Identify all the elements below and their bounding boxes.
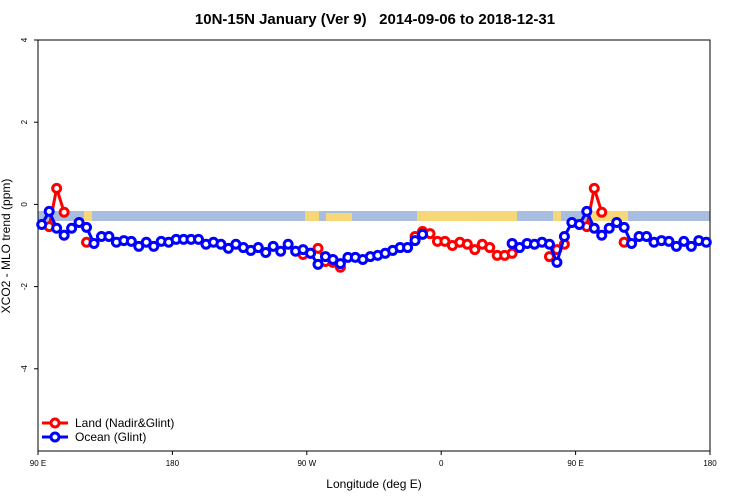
data-point [461, 238, 473, 250]
data-point [596, 206, 608, 218]
data-point [678, 235, 690, 247]
data-point [43, 205, 55, 217]
land-patch [326, 213, 352, 221]
data-point [588, 182, 600, 194]
x-tick-label: 0 [439, 459, 444, 468]
data-point [603, 222, 615, 234]
data-point [88, 237, 100, 249]
data-point [267, 240, 279, 252]
data-point [685, 240, 697, 252]
data-point [260, 246, 272, 258]
series [36, 205, 712, 270]
data-point [551, 256, 563, 268]
data-point [193, 233, 205, 245]
legend-marker [49, 431, 61, 443]
y-tick-label: 2 [20, 119, 29, 124]
x-tick-label: 90 W [297, 459, 316, 468]
x-axis-label: Longitude (deg E) [326, 477, 421, 491]
data-point [611, 216, 623, 228]
legend-label: Ocean (Glint) [75, 430, 146, 444]
data-point [275, 245, 287, 257]
land-patch [417, 211, 517, 221]
land-patch [590, 211, 628, 221]
chart-title: 10N-15N January (Ver 9) 2014-09-06 to 20… [195, 11, 555, 28]
data-point [626, 237, 638, 249]
y-tick-label: -2 [20, 282, 29, 290]
data-point [51, 182, 63, 194]
data-point [670, 240, 682, 252]
data-point [663, 235, 675, 247]
legend: Land (Nadir&Glint)Ocean (Glint) [42, 416, 174, 444]
data-point [305, 247, 317, 259]
data-point [596, 229, 608, 241]
data-point [81, 221, 93, 233]
data-point [51, 222, 63, 234]
data-point [618, 221, 630, 233]
data-point [573, 219, 585, 231]
data-point [543, 238, 555, 250]
x-tick-label: 90 E [567, 459, 583, 468]
data-point [417, 228, 429, 240]
data-point [66, 222, 78, 234]
y-tick-label: 0 [20, 202, 29, 207]
y-axis-label: XCO2 - MLO trend (ppm) [0, 179, 13, 314]
y-tick-label: 4 [20, 37, 29, 42]
data-point [36, 219, 48, 231]
data-point [252, 242, 264, 254]
data-point [58, 229, 70, 241]
data-point [402, 242, 414, 254]
data-point [506, 247, 518, 259]
data-point [73, 216, 85, 228]
legend-marker [49, 417, 61, 429]
data-point [469, 244, 481, 256]
data-point [148, 240, 160, 252]
data-point [103, 230, 115, 242]
land-patch [84, 211, 92, 221]
data-point [700, 236, 712, 248]
land-patch [553, 211, 561, 221]
data-point [58, 206, 70, 218]
data-point [125, 235, 137, 247]
x-tick-label: 90 E [30, 459, 46, 468]
data-point [558, 230, 570, 242]
data-point [588, 222, 600, 234]
y-tick-label: -4 [20, 365, 29, 373]
data-point [581, 205, 593, 217]
land-patch [305, 211, 319, 221]
data-point [334, 258, 346, 270]
data-point [282, 238, 294, 250]
legend-label: Land (Nadir&Glint) [75, 416, 174, 430]
x-tick-label: 180 [166, 459, 180, 468]
ocean-band [38, 211, 710, 221]
data-point [312, 258, 324, 270]
data-point [312, 242, 324, 254]
map-band [38, 211, 710, 221]
data-point [409, 235, 421, 247]
x-tick-label: 180 [703, 459, 717, 468]
data-point [641, 230, 653, 242]
data-point [484, 242, 496, 254]
